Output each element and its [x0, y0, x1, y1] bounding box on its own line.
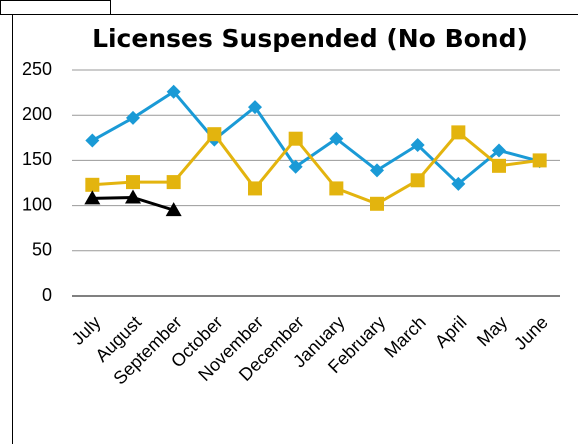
x-tick-label: March	[380, 312, 430, 362]
marker	[329, 131, 344, 146]
marker	[85, 177, 100, 192]
marker	[207, 127, 222, 142]
marker	[288, 131, 303, 146]
y-tick-label: 100	[22, 194, 52, 214]
series-line	[92, 130, 540, 206]
marker	[248, 181, 262, 196]
marker	[492, 158, 506, 173]
y-tick-label: 0	[42, 285, 52, 305]
series-line	[91, 89, 541, 186]
marker	[410, 138, 425, 153]
marker	[248, 100, 262, 115]
y-tick-label: 150	[22, 149, 52, 169]
marker	[370, 163, 384, 178]
marker	[84, 190, 101, 205]
frame-tab	[0, 0, 111, 15]
y-tick-label: 250	[22, 59, 52, 79]
marker	[410, 173, 425, 188]
marker	[125, 189, 141, 204]
marker	[532, 153, 547, 168]
x-tick-label: June	[510, 312, 552, 354]
marker	[492, 143, 506, 158]
x-tick-label: May	[473, 312, 511, 350]
x-tick-label: April	[431, 312, 471, 352]
marker	[288, 159, 303, 174]
marker	[166, 175, 181, 190]
marker	[329, 181, 344, 196]
marker	[126, 175, 140, 190]
marker	[451, 176, 466, 191]
marker	[165, 202, 182, 217]
marker	[451, 125, 466, 140]
y-tick-label: 50	[32, 240, 52, 260]
y-tick-label: 200	[22, 104, 52, 124]
marker	[85, 133, 100, 148]
marker	[370, 196, 384, 211]
marker	[126, 110, 140, 125]
chart-title: Licenses Suspended (No Bond)	[92, 24, 528, 53]
marker	[166, 84, 181, 99]
